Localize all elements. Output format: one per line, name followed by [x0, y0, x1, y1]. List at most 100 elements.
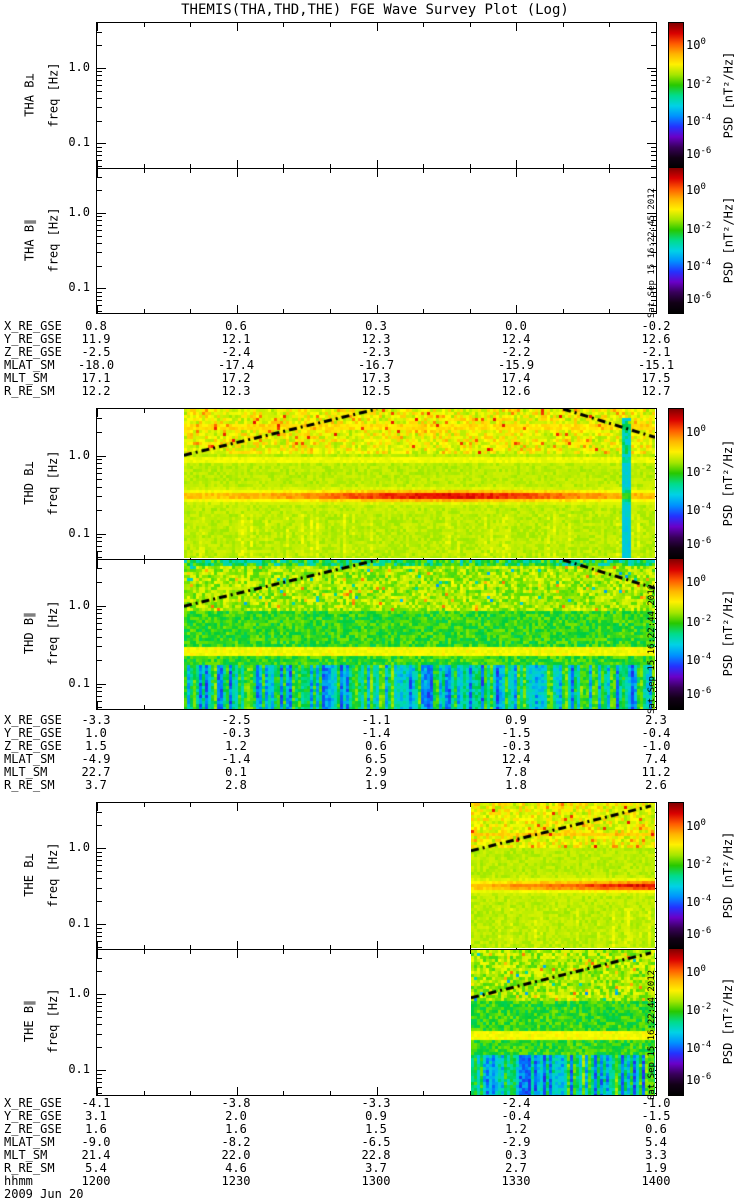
- tick-mark: [651, 85, 656, 86]
- ephemeris-value: 22.7: [81, 765, 111, 779]
- ephemeris-row-label: Y_RE_GSE: [4, 1109, 62, 1123]
- psd-colorbar: [668, 948, 684, 1096]
- tick-mark: [97, 932, 102, 933]
- ephemeris-value: -1.0: [641, 1096, 671, 1110]
- ephemeris-value: -16.7: [357, 358, 395, 372]
- ephemeris-value: 2.9: [365, 765, 387, 779]
- freq-tick-label: 0.1: [68, 916, 90, 931]
- ephemeris-value: 2.8: [225, 778, 247, 792]
- ephemeris-value: 2.6: [645, 778, 667, 792]
- tick-mark: [97, 691, 102, 692]
- colorbar-tick-label: 10-2: [686, 614, 712, 629]
- ephemeris-value: -0.3: [501, 739, 531, 753]
- ephemeris-value: -2.9: [501, 1135, 531, 1149]
- colorbar-tick-label: 100: [686, 963, 706, 979]
- ephemeris-row-label: MLT_SM: [4, 765, 48, 779]
- tick-mark: [144, 950, 145, 954]
- tick-mark: [97, 177, 102, 178]
- tick-mark: [377, 950, 378, 958]
- tick-mark: [330, 1091, 331, 1095]
- tick-mark: [97, 1002, 102, 1003]
- tick-mark: [97, 300, 102, 301]
- tick-mark: [97, 994, 106, 995]
- tick-mark: [651, 305, 656, 306]
- tick-mark: [97, 623, 102, 624]
- tick-mark: [97, 468, 102, 469]
- tick-mark: [97, 166, 102, 167]
- tick-mark: [651, 80, 656, 81]
- ephemeris-value: 5.4: [645, 1135, 667, 1149]
- ephemeris-value: -6.5: [361, 1135, 391, 1149]
- tick-mark: [283, 309, 284, 313]
- tick-mark: [97, 311, 102, 312]
- ephemeris-value: -3.3: [361, 1096, 391, 1110]
- tick-mark: [97, 305, 98, 313]
- ephemeris-value: -2.3: [361, 345, 391, 359]
- tick-mark: [97, 243, 102, 244]
- ephemeris-value: 11.9: [81, 332, 111, 346]
- tick-mark: [656, 23, 657, 31]
- panel-pair-tha: [96, 22, 657, 314]
- colorbar-tick-label: 100: [686, 817, 706, 833]
- tick-mark: [97, 1011, 102, 1012]
- tick-mark: [97, 637, 102, 638]
- colorbar-tick-label: 10-2: [686, 220, 712, 236]
- ephemeris-value: 3.1: [85, 1109, 107, 1123]
- tick-mark: [656, 409, 657, 417]
- time-tick-label: 1400: [641, 1174, 671, 1188]
- tick-mark: [97, 803, 98, 811]
- tick-mark: [647, 213, 656, 214]
- ephemeris-value: 17.4: [501, 371, 531, 385]
- tick-mark: [97, 23, 98, 31]
- ephemeris-value: 0.6: [365, 739, 387, 753]
- tick-mark: [423, 23, 424, 27]
- tick-mark: [651, 216, 656, 217]
- colorbar-tick-label: 10-6: [686, 926, 712, 942]
- tick-mark: [651, 75, 656, 76]
- tick-mark: [97, 91, 102, 92]
- colorbar-tick-label: 100: [686, 424, 706, 440]
- tick-mark: [97, 860, 102, 861]
- tick-mark: [516, 160, 517, 168]
- tick-mark: [97, 32, 102, 33]
- tick-mark: [97, 68, 106, 69]
- tick-mark: [97, 409, 98, 417]
- ephemeris-value: -0.3: [221, 726, 251, 740]
- tick-mark: [97, 568, 102, 569]
- tick-mark: [144, 164, 145, 168]
- tick-mark: [97, 998, 102, 999]
- ephemeris-row-label: MLAT_SM: [4, 1135, 55, 1149]
- spectrogram-the-b⊥: [471, 803, 655, 948]
- tick-mark: [97, 75, 102, 76]
- tick-mark: [470, 23, 471, 27]
- tick-mark: [97, 551, 98, 559]
- ephemeris-value: -3.3: [81, 713, 111, 727]
- tick-mark: [97, 557, 102, 558]
- tick-mark: [97, 701, 98, 709]
- ephemeris-row: Y_RE_GSE 3.1 2.0 0.9 -0.4 -1.5: [0, 1110, 750, 1123]
- time-axis-row: hhmm 1200 1230 1300 1330 1400: [0, 1175, 750, 1188]
- tick-mark: [283, 1091, 284, 1095]
- tick-mark: [97, 1087, 102, 1088]
- spectrogram-thd-b⊥: [184, 409, 655, 558]
- tick-mark: [470, 945, 471, 949]
- colorbar-tick-label: 10-2: [686, 1002, 712, 1018]
- ephemeris-value: 11.2: [641, 765, 671, 779]
- colorbar-tick-label: 10-6: [686, 145, 712, 161]
- tick-mark: [651, 166, 656, 167]
- ephemeris-value: 3.3: [645, 1148, 667, 1162]
- tick-mark: [470, 950, 471, 954]
- ephemeris-value: -8.2: [221, 1135, 251, 1149]
- colorbar-tick-label: 10-2: [686, 464, 712, 479]
- tick-mark: [423, 309, 424, 313]
- tick-mark: [144, 1091, 145, 1095]
- ephemeris-value: 0.9: [505, 713, 527, 727]
- ephemeris-row-label: MLAT_SM: [4, 752, 55, 766]
- ephemeris-row-label: X_RE_GSE: [4, 713, 62, 727]
- colorbar-tick-label: 10-4: [686, 112, 712, 128]
- tick-mark: [97, 865, 102, 866]
- tick-mark: [423, 945, 424, 949]
- tick-mark: [651, 190, 656, 191]
- tick-mark: [656, 803, 657, 811]
- tick-mark: [97, 147, 102, 148]
